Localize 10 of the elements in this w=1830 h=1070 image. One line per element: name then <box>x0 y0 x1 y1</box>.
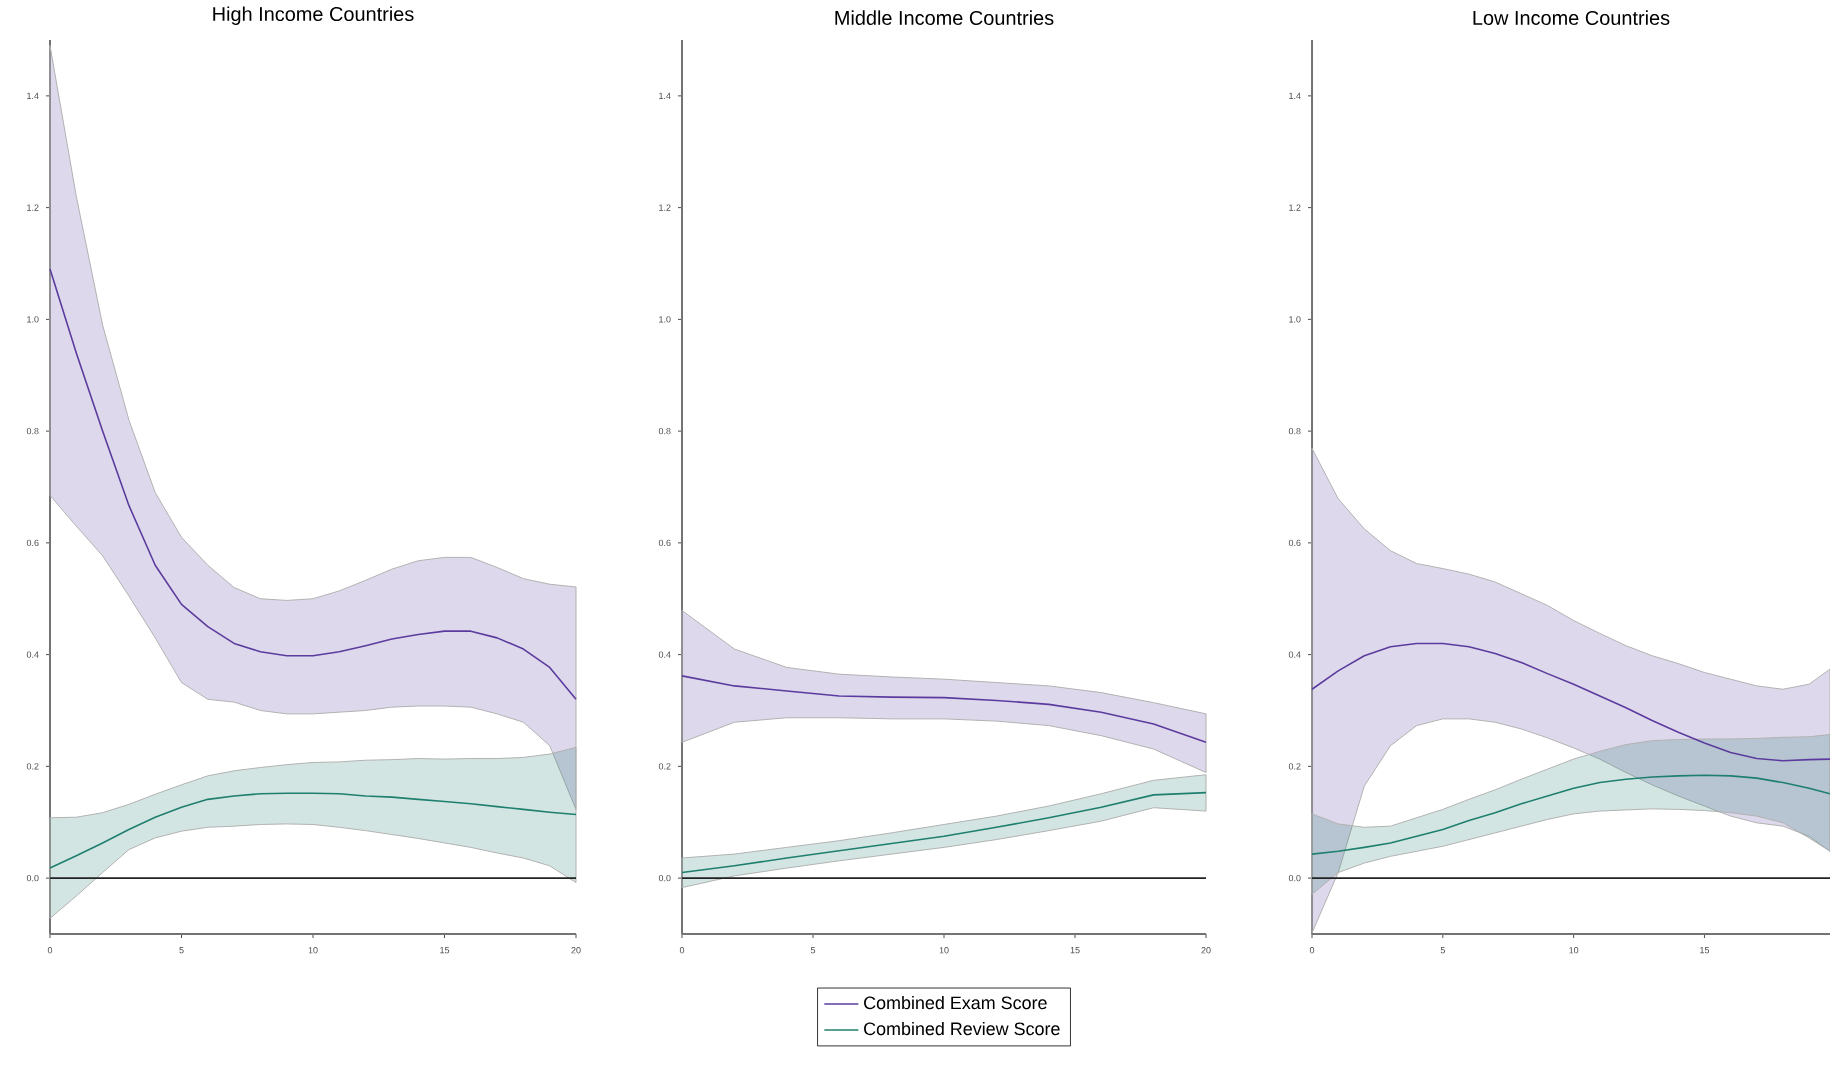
line-series <box>681 675 1207 744</box>
chart-title: High Income Countries <box>213 6 414 25</box>
chart-title: Middle Income Countries <box>835 10 1054 25</box>
line-series <box>1311 642 1830 762</box>
line-series <box>49 792 577 869</box>
legend-label: Combined Review Score <box>864 1021 1060 1036</box>
line-series <box>1311 774 1830 855</box>
line-series <box>49 268 577 701</box>
chart-title: Low Income Countries <box>1473 10 1670 25</box>
legend-label: Combined Exam Score <box>864 996 1047 1010</box>
